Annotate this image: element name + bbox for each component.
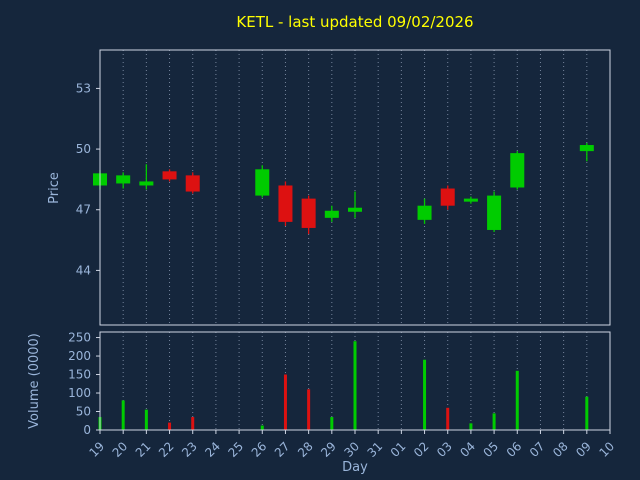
- candle-body: [301, 198, 316, 228]
- volume-bar: [307, 389, 311, 430]
- chart-title: KETL - last updated 09/02/2026: [236, 13, 473, 31]
- x-tick-label: 09: [573, 439, 594, 460]
- x-tick-label: 19: [86, 439, 107, 460]
- x-tick-label: 02: [411, 439, 432, 460]
- x-tick-label: 10: [596, 439, 617, 460]
- candle-body: [487, 195, 502, 230]
- price-panel-frame: [99, 49, 611, 326]
- candle-body: [463, 198, 478, 202]
- x-tick-label: 21: [133, 439, 154, 460]
- candle-body: [278, 185, 293, 222]
- volume-bar: [260, 425, 264, 430]
- x-tick-label: 27: [272, 439, 293, 460]
- volume-bar: [492, 413, 496, 430]
- candle-body: [139, 181, 154, 186]
- volume-tick-label: 100: [68, 386, 91, 400]
- candle-body: [324, 210, 339, 218]
- candle-body: [185, 175, 200, 192]
- price-tick-label: 50: [76, 142, 91, 156]
- volume-bar: [585, 396, 589, 430]
- x-tick-label: 25: [226, 439, 247, 460]
- candle-body: [417, 205, 432, 220]
- candle-body: [440, 188, 455, 206]
- x-tick-label: 22: [156, 439, 177, 460]
- x-tick-label: 30: [341, 439, 362, 460]
- x-tick-label: 01: [388, 439, 409, 460]
- volume-bar: [168, 422, 172, 430]
- x-tick-label: 20: [110, 439, 131, 460]
- x-tick-label: 07: [527, 439, 548, 460]
- volume-panel-frame: [99, 331, 611, 431]
- volume-bar: [283, 374, 287, 430]
- volume-bar: [144, 409, 148, 430]
- volume-bar: [191, 417, 195, 430]
- x-tick-label: 05: [481, 439, 502, 460]
- volume-tick-label: 0: [83, 423, 91, 437]
- x-tick-label: 26: [249, 439, 270, 460]
- volume-axis-label: Volume (0000): [27, 333, 42, 429]
- volume-bar: [469, 423, 473, 430]
- volume-bar: [446, 407, 450, 430]
- candle-body: [348, 207, 362, 212]
- volume-tick-label: 250: [68, 331, 91, 345]
- candle-body: [255, 169, 270, 196]
- x-tick-label: 06: [504, 439, 525, 460]
- volume-bar: [353, 341, 357, 430]
- x-axis-label: Day: [342, 460, 368, 475]
- candle-body: [162, 171, 177, 180]
- x-tick-label: 03: [434, 439, 455, 460]
- axis-layer: 19 20 21 22 23 24 25 26 27 28 29 30 31 01 02 03 04 05 06 07…: [68, 49, 617, 460]
- volume-bar: [330, 417, 334, 430]
- price-tick-label: 44: [76, 263, 91, 277]
- volume-bar: [515, 370, 519, 430]
- x-tick-label: 28: [295, 439, 316, 460]
- series-layer: [93, 143, 594, 430]
- price-tick-label: 53: [76, 81, 91, 95]
- x-tick-label: 23: [179, 439, 200, 460]
- price-axis-label: Price: [47, 172, 62, 204]
- volume-tick-label: 50: [76, 405, 91, 419]
- x-tick-label: 24: [202, 439, 223, 460]
- x-tick-label: 08: [550, 439, 571, 460]
- price-tick-label: 47: [76, 203, 91, 217]
- volume-tick-label: 200: [68, 349, 91, 363]
- volume-tick-label: 150: [68, 368, 91, 382]
- volume-bar: [423, 359, 427, 430]
- candle-body: [579, 145, 594, 152]
- x-tick-label: 04: [457, 439, 478, 460]
- candle-body: [116, 175, 131, 184]
- x-tick-label: 31: [365, 439, 386, 460]
- x-tick-label: 29: [318, 439, 339, 460]
- volume-bar: [121, 400, 125, 430]
- candle-body: [510, 153, 525, 188]
